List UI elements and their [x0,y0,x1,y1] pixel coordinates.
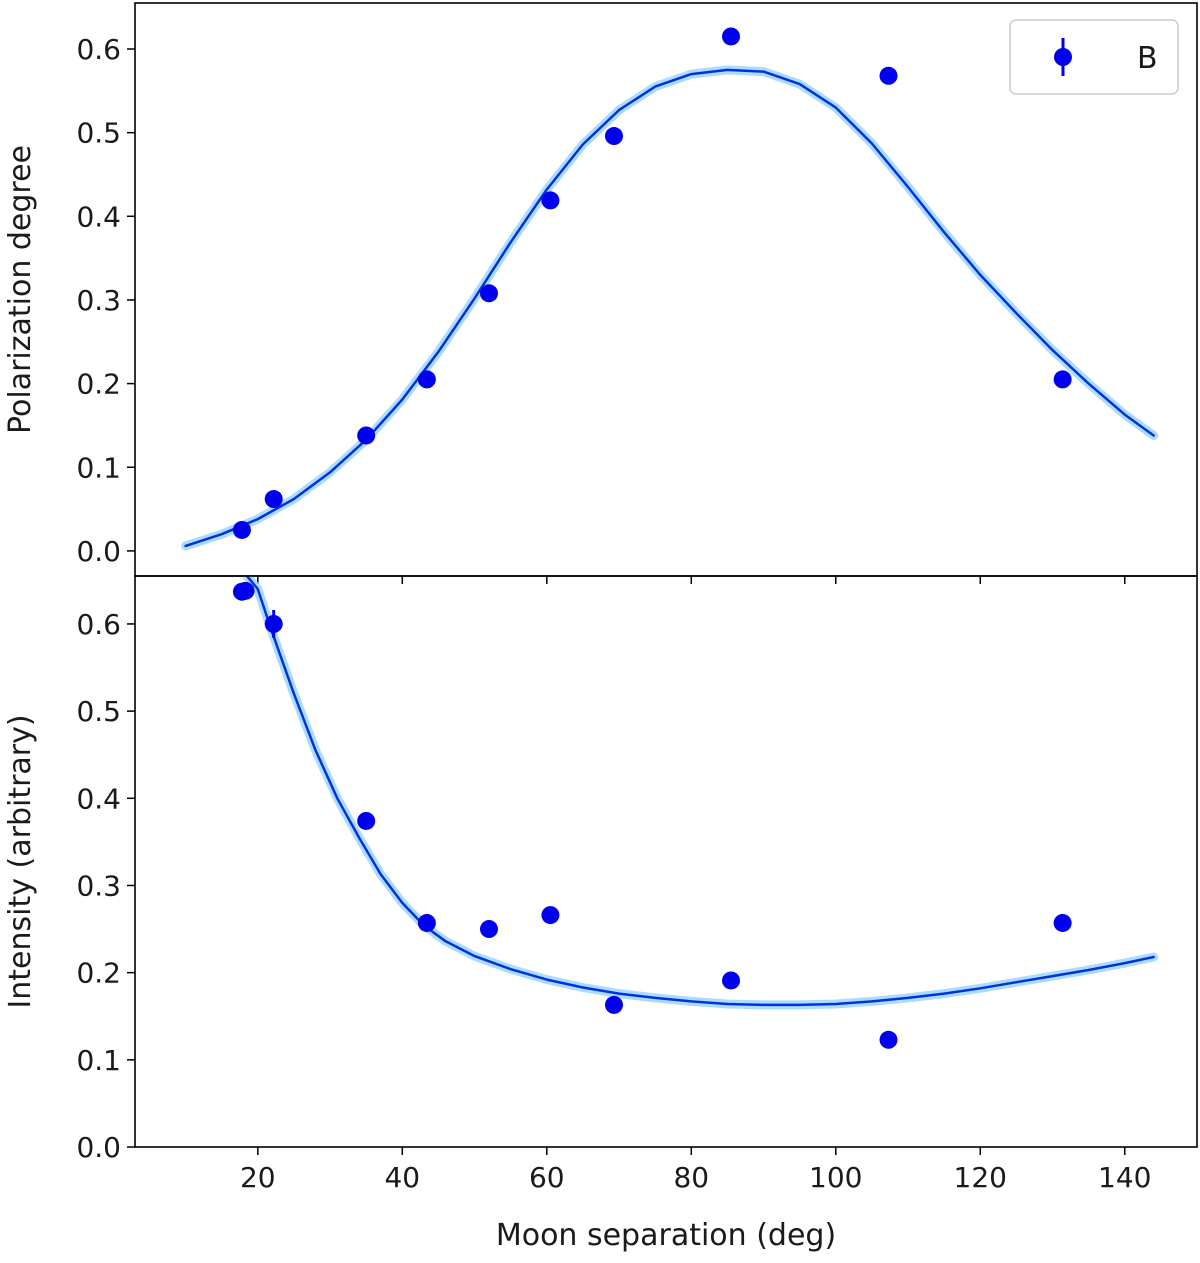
fit-line [245,576,1155,1007]
data-point [357,426,376,445]
data-point [1053,913,1072,932]
y-tick-label: 0.2 [76,368,121,401]
intensity-panel: 0.0 0.1 0.2 0.3 0.4 0.5 0.6 20 40 60 80 100 120 140 In… [3,575,1198,1253]
data-point [236,581,255,600]
legend-label: B [1137,41,1158,76]
data-point [417,913,436,932]
y-tick-label: 0.2 [76,957,121,990]
data-point [480,920,498,939]
x-tick-label: 120 [954,1161,1007,1194]
y-axis-title: Polarization degree [3,145,38,434]
legend: B [1009,19,1179,95]
x-tick-label: 80 [673,1161,709,1194]
data-point [541,191,560,210]
y-tick-label: 0.6 [76,608,121,641]
y-tick-label: 0.3 [76,284,121,317]
fit-line [184,68,1155,548]
data-point [357,811,376,830]
y-tick-label: 0.0 [76,535,121,568]
legend-point-marker [1054,48,1072,66]
data-point [417,370,436,389]
data-point [879,1030,898,1049]
legend-box [1009,19,1179,95]
y-tick-label: 0.1 [76,1044,121,1077]
y-tick-label: 0.5 [76,695,121,728]
y-axis-title: Intensity (arbitrary) [3,714,38,1008]
polarization-panel: 0.0 0.1 0.2 0.3 0.4 0.5 0.6 Polarization degree… [3,2,1198,584]
axes-frame [134,575,1198,1148]
x-axis-title: Moon separation (deg) [496,1218,836,1253]
data-point [541,906,560,925]
y-tick-label: 0.4 [76,782,121,815]
x-tick-label: 20 [240,1161,276,1194]
data-point [480,284,498,303]
data-point [604,127,623,146]
x-tick-label: 40 [384,1161,420,1194]
y-tick-label: 0.6 [76,33,121,66]
data-point [722,971,741,990]
data-point [232,520,251,539]
data-point [604,995,623,1014]
y-tick-label: 0.5 [76,117,121,150]
x-tick-label: 60 [529,1161,565,1194]
y-tick-label: 0.1 [76,451,121,484]
data-point [722,27,741,46]
y-tick-label: 0.4 [76,200,121,233]
data-point [264,614,283,633]
data-point [264,490,283,509]
y-tick-label: 0.0 [76,1131,121,1164]
data-point [1053,370,1072,389]
x-tick-label: 100 [809,1161,862,1194]
y-tick-label: 0.3 [76,869,121,902]
data-point [879,66,898,85]
x-tick-label: 140 [1098,1161,1151,1194]
